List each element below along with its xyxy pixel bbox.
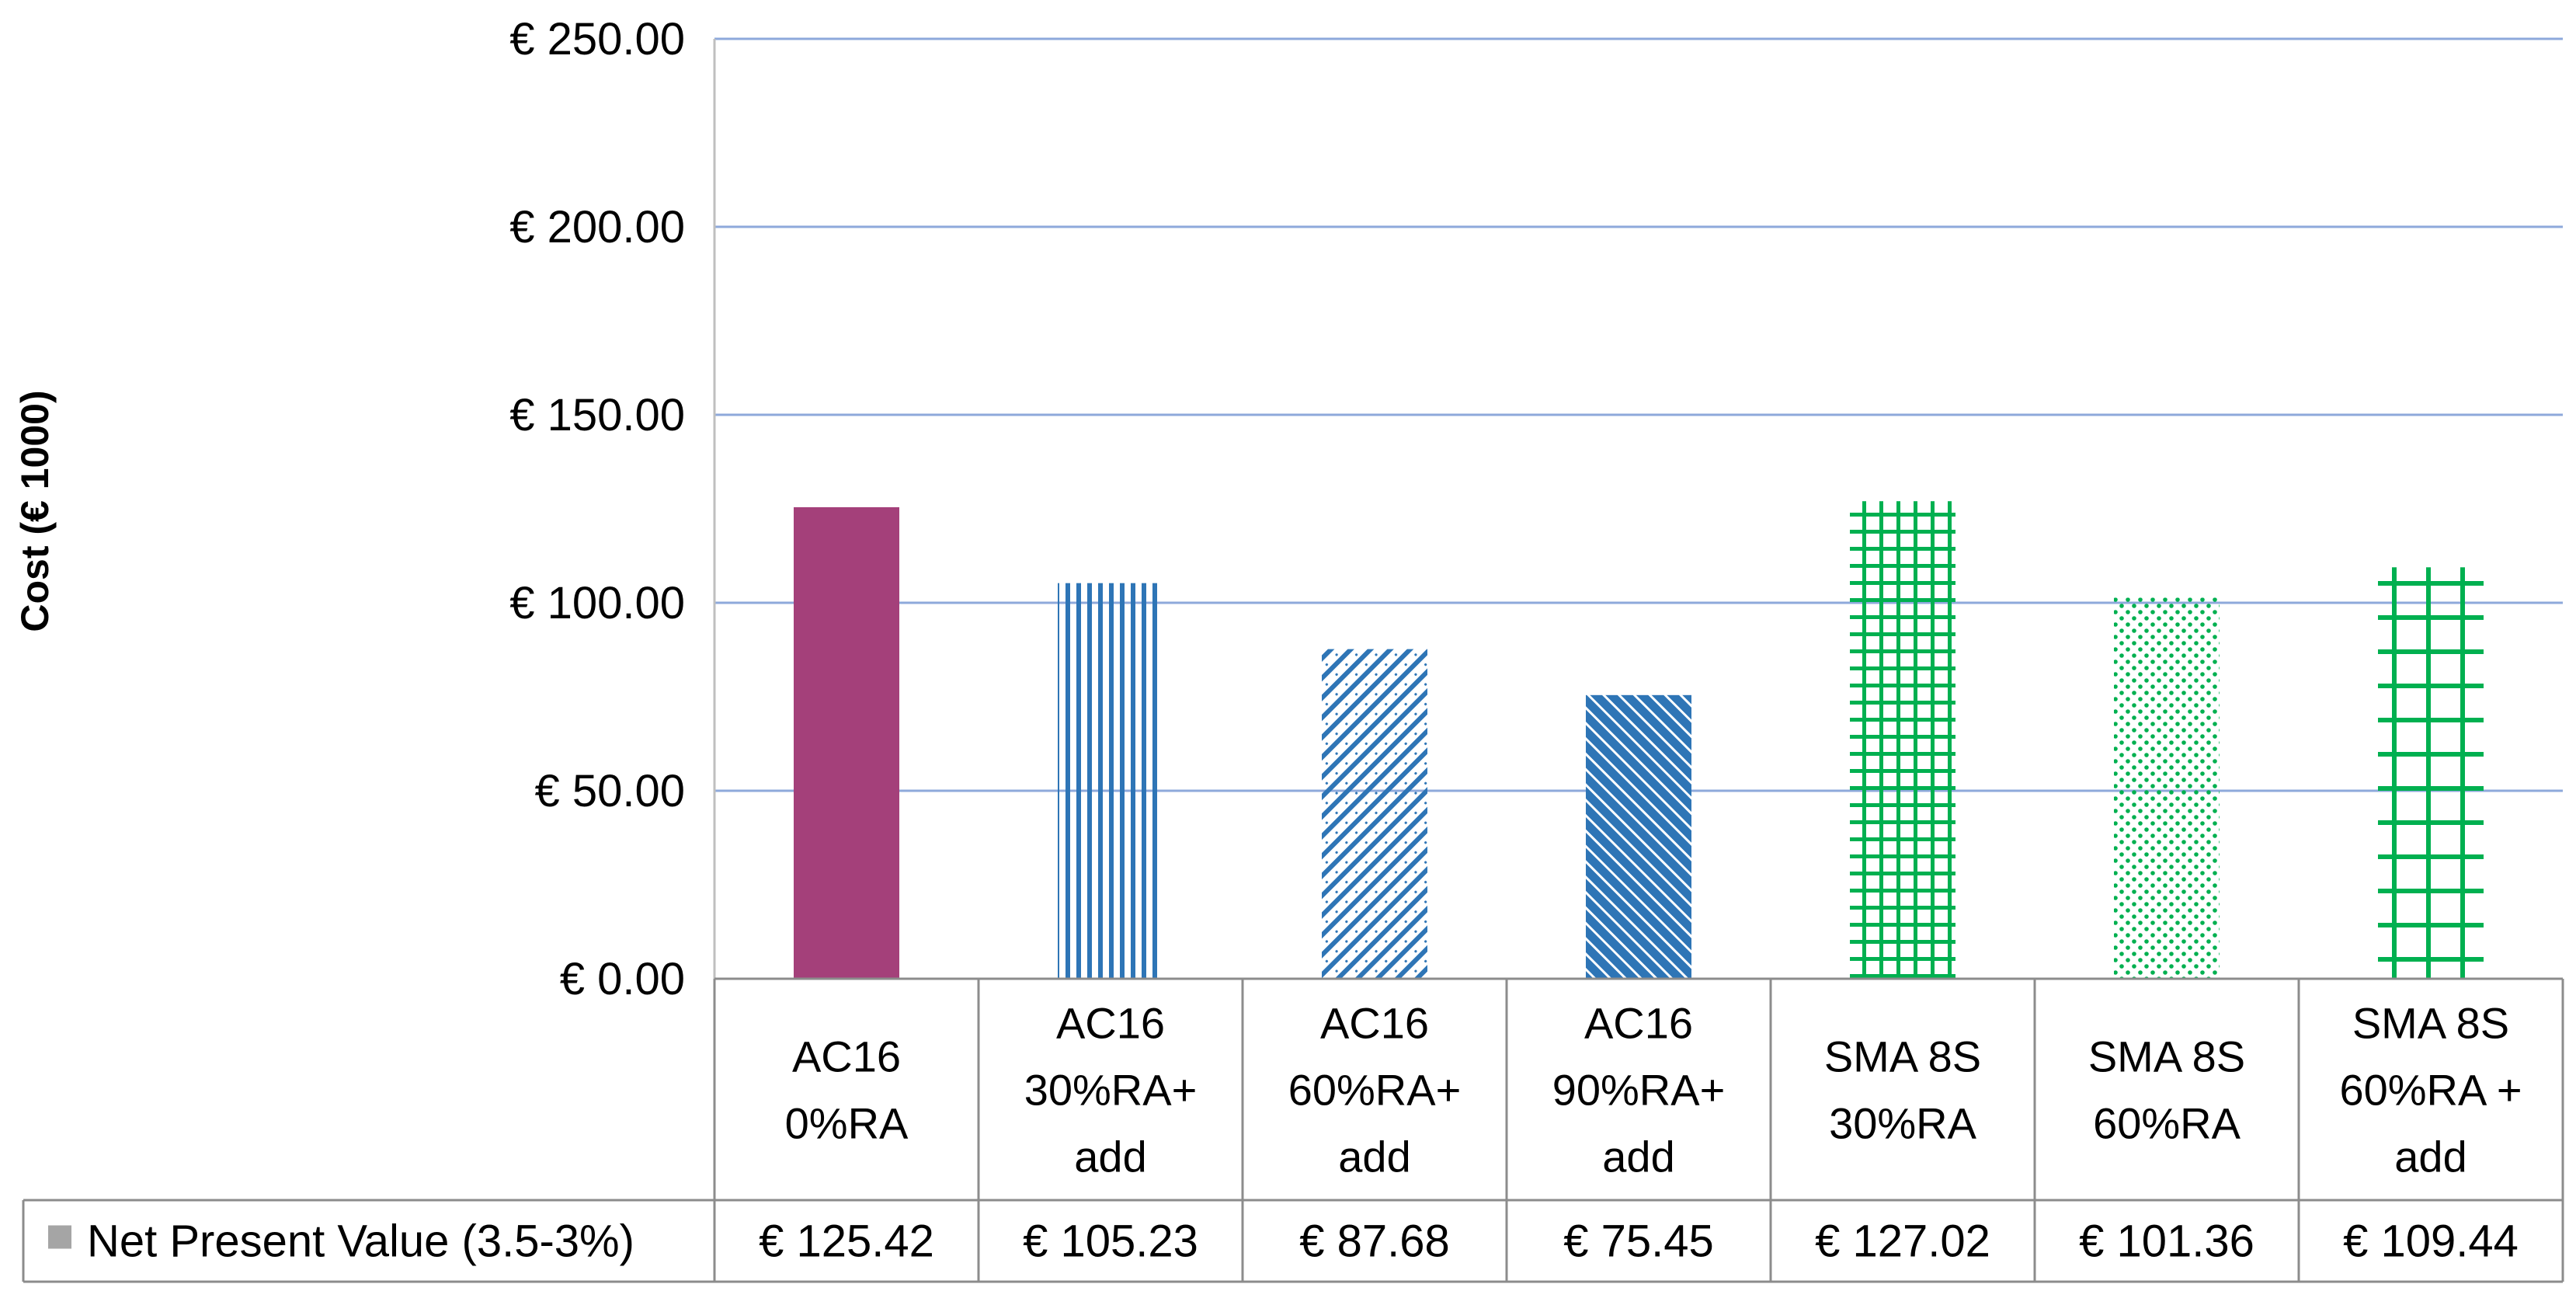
x-category-label: 60%RA+ [1288,1066,1462,1115]
bar [1322,649,1427,979]
data-label: € 125.42 [759,1216,934,1267]
data-label: € 75.45 [1563,1216,1714,1267]
x-category-label: SMA 8S [2088,1032,2245,1081]
legend-swatch [48,1225,71,1249]
data-label: € 127.02 [1815,1216,1990,1267]
x-category-label: 60%RA [2093,1099,2241,1148]
y-tick-label: € 250.00 [509,14,685,64]
data-label: € 105.23 [1023,1216,1198,1267]
x-category-label: add [1602,1133,1674,1181]
x-category-label: AC16 [1584,999,1693,1048]
y-tick-label: € 0.00 [560,954,685,1004]
y-tick-label: € 150.00 [509,390,685,440]
data-table: AC16 0%RA AC16 30%RA+ add AC16 60%RA+ add AC16 90… [22,977,2564,1283]
x-category-label: AC16 [1056,999,1165,1048]
data-label: € 109.44 [2343,1216,2519,1267]
y-axis-title: Cost (€ 1000) [13,390,57,632]
bar [1586,694,1691,979]
bar [2378,567,2484,979]
bar [794,506,899,979]
x-category-label: SMA 8S [2352,999,2509,1048]
x-category-label: 90%RA+ [1552,1066,1726,1115]
x-category-label: 60%RA + [2339,1066,2522,1115]
x-category-label: add [1074,1133,1146,1181]
x-category-label: SMA 8S [1824,1032,1981,1081]
x-category-label: 30%RA [1829,1099,1977,1148]
y-tick-label: € 50.00 [534,766,685,816]
bar [1850,501,1955,979]
bar [2114,597,2220,979]
y-tick-labels: € 0.00 € 50.00 € 100.00 € 150.00 € 200.00 € 2… [509,14,685,1004]
x-category-label: AC16 [1320,999,1429,1048]
x-category-label: AC16 [792,1032,901,1081]
x-category-label: add [2394,1133,2466,1181]
series-name: Net Present Value (3.5-3%) [87,1216,634,1267]
bars [794,501,2484,979]
x-category-label: add [1338,1133,1410,1181]
x-category-label: 30%RA+ [1024,1066,1198,1115]
data-label: € 101.36 [2079,1216,2254,1267]
data-label: € 87.68 [1299,1216,1450,1267]
bar [1058,583,1163,979]
x-category-label: 0%RA [785,1099,909,1148]
gridlines [713,37,2563,979]
y-tick-label: € 100.00 [509,578,685,628]
y-tick-label: € 200.00 [509,202,685,252]
